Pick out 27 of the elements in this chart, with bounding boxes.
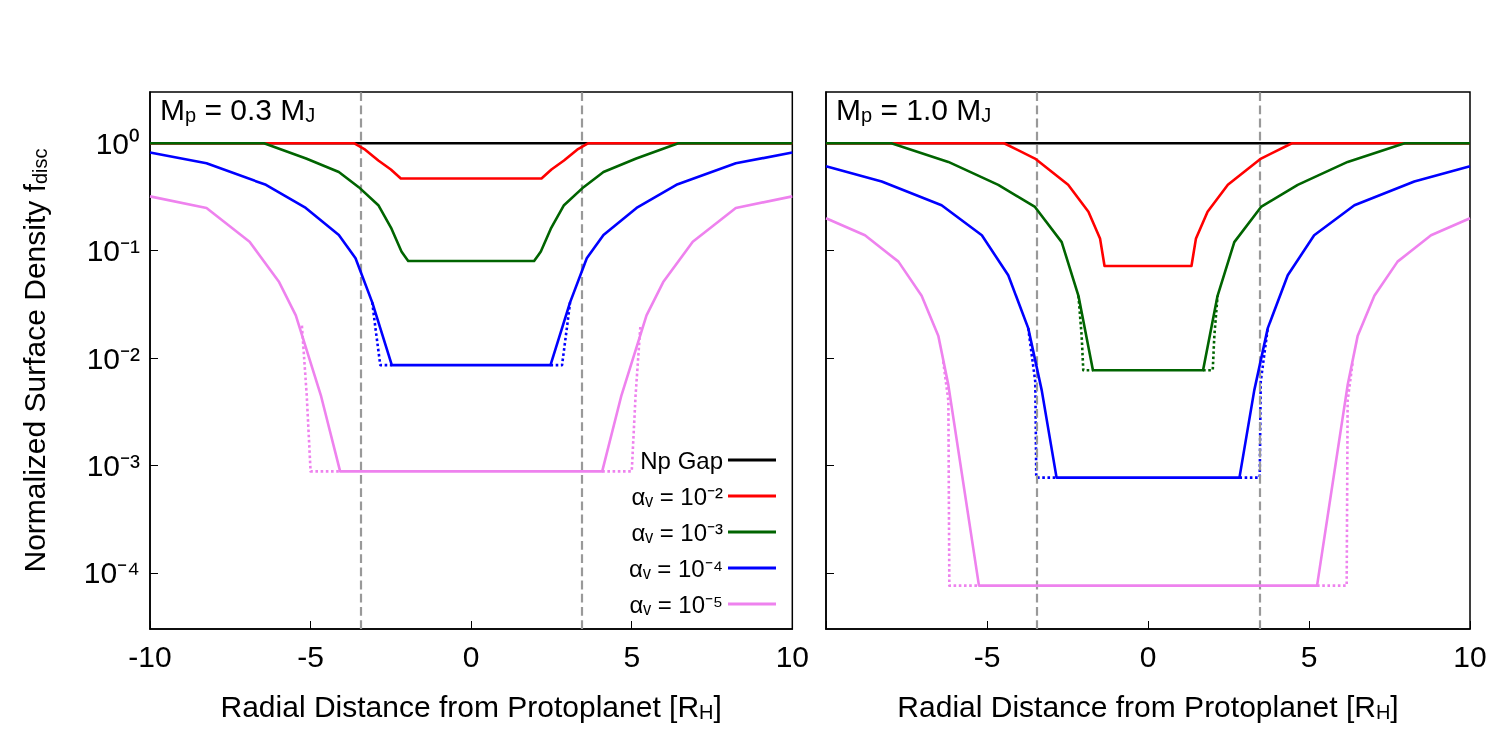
x-tick-label: 5: [1300, 639, 1318, 673]
x-axis-title: Radial Distance from Protoplanet [RH]: [220, 690, 722, 723]
y-tick-label: 10⁻¹: [86, 234, 141, 268]
x-tick-label: 10: [775, 639, 809, 673]
line-series: [148, 195, 794, 473]
x-tick-label: -10: [128, 639, 172, 673]
annotation: Mp = 1.0 MJ: [836, 92, 992, 126]
y-tick-label: 10⁻⁴: [83, 556, 140, 590]
legend-label: αᵥ = 10⁻³: [631, 518, 724, 546]
x-tick-label: 0: [462, 639, 480, 673]
annotation: Mp = 0.3 MJ: [160, 92, 316, 126]
line-series: [148, 141, 794, 263]
line-series: [148, 151, 794, 367]
y-tick-label: 10⁰: [95, 126, 140, 160]
x-tick-label: -5: [297, 639, 324, 673]
x-tick-label: 5: [623, 639, 641, 673]
legend-label: αᵥ = 10⁻⁵: [629, 590, 723, 618]
x-tick-label: -5: [973, 639, 1001, 673]
y-tick-label: 10⁻³: [86, 448, 141, 482]
x-tick-label: 10: [1453, 639, 1487, 673]
x-tick-label: 0: [1139, 639, 1157, 673]
legend-label: αᵥ = 10⁻²: [631, 482, 724, 510]
x-axis-title: Radial Distance from Protoplanet [RH]: [897, 690, 1399, 723]
y-tick-label: 10⁻²: [86, 341, 141, 375]
legend-label: Np Gap: [640, 446, 723, 474]
legend-label: αᵥ = 10⁻⁴: [629, 554, 723, 582]
y-axis-title: Normalized Surface Density fdisc: [18, 148, 51, 573]
